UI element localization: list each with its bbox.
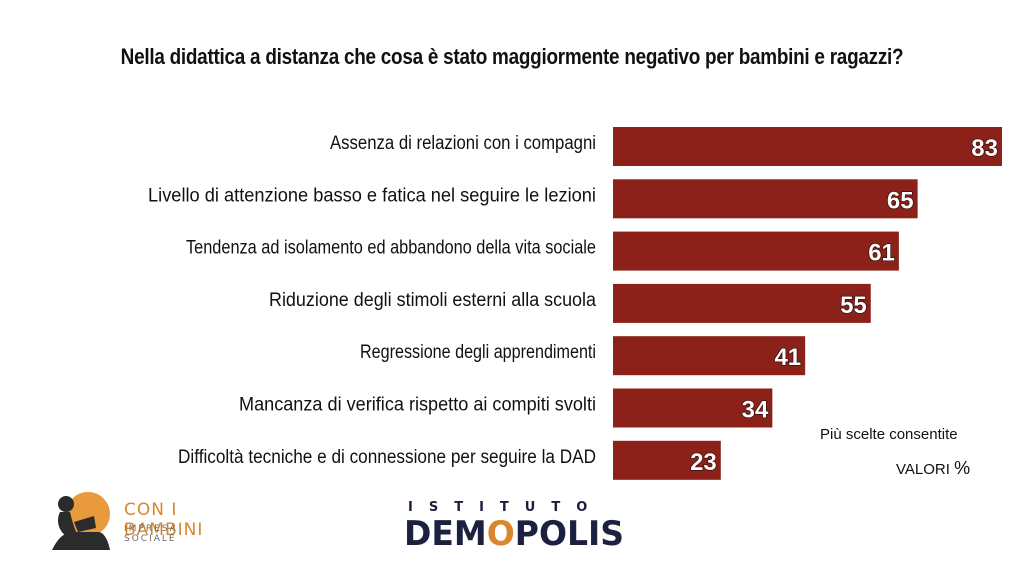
bar — [613, 283, 871, 323]
bar — [613, 179, 918, 219]
category-label: Difficoltà tecniche e di connessione per… — [178, 447, 596, 468]
percent-sign: % — [954, 458, 971, 478]
logo-right-main-c: POLIS — [514, 514, 625, 554]
bars-layer: Assenza di relazioni con i compagni 83 Liv… — [148, 127, 1002, 480]
category-label: Tendenza ad isolamento ed abbandono dell… — [186, 238, 596, 259]
value-label: 23 — [690, 449, 717, 476]
value-label: 34 — [742, 397, 769, 424]
values-note: VALORI % — [896, 458, 970, 479]
category-label: Mancanza di verifica rispetto ai compiti… — [239, 395, 596, 416]
value-label: 61 — [868, 240, 895, 267]
category-label: Assenza di relazioni con i compagni — [330, 133, 596, 154]
logo-left-line2: IMPRESA SOCIALE — [124, 524, 178, 544]
value-label: 55 — [840, 292, 867, 319]
logo-right-main-a: DEM — [404, 514, 487, 554]
logo-left-line1: CON I BAMBINI — [124, 500, 204, 540]
bar — [613, 127, 1002, 166]
category-label: Riduzione degli stimoli esterni alla scu… — [269, 290, 596, 311]
category-label: Regressione degli apprendimenti — [360, 342, 596, 363]
values-label: VALORI — [896, 461, 950, 478]
value-label: 41 — [774, 344, 801, 371]
child-reading-icon — [52, 492, 110, 550]
bar — [613, 231, 899, 271]
bar — [613, 440, 721, 480]
demopolis-logo: ISTITUTO DEMOPOLIS — [396, 500, 668, 554]
logo-right-top: ISTITUTO — [408, 500, 604, 515]
multiple-choice-note: Più scelte consentite — [820, 426, 958, 443]
logo-right-main-accent: O — [486, 514, 515, 554]
category-label: Livello di attenzione basso e fatica nel… — [148, 185, 596, 206]
logo-right-main: DEMOPOLIS — [404, 514, 624, 554]
value-label: 65 — [887, 187, 914, 214]
value-label: 83 — [971, 135, 998, 162]
con-i-bambini-logo: CON I BAMBINI IMPRESA SOCIALE — [44, 488, 234, 554]
bar — [613, 388, 773, 428]
chart-title: Nella didattica a distanza che cosa è st… — [120, 44, 904, 69]
bar — [613, 336, 806, 376]
